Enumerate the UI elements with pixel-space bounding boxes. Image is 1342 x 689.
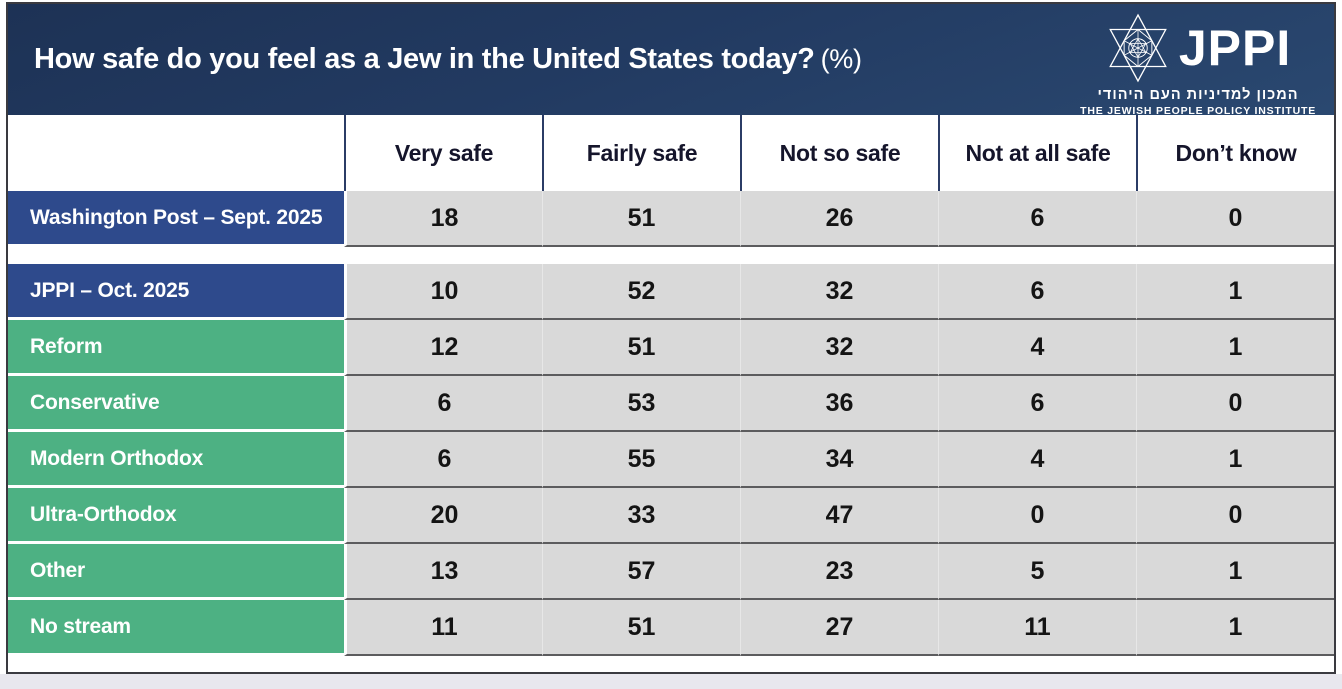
value-cell: 5 bbox=[938, 544, 1136, 600]
chart-title: How safe do you feel as a Jew in the Uni… bbox=[8, 43, 862, 76]
value-cell: 1 bbox=[1136, 544, 1334, 600]
row-label: Reform bbox=[8, 320, 344, 376]
group-gap bbox=[8, 247, 1334, 264]
value-cell: 4 bbox=[938, 432, 1136, 488]
chart-title-text: How safe do you feel as a Jew in the Uni… bbox=[34, 43, 815, 75]
survey-table-chart: How safe do you feel as a Jew in the Uni… bbox=[6, 2, 1336, 674]
value-cell: 0 bbox=[1136, 376, 1334, 432]
value-cell: 52 bbox=[542, 264, 740, 320]
row-label: Other bbox=[8, 544, 344, 600]
table-row: No stream 11 51 27 11 1 bbox=[8, 600, 1334, 656]
row-label: Modern Orthodox bbox=[8, 432, 344, 488]
value-cell: 27 bbox=[740, 600, 938, 656]
value-cell: 51 bbox=[542, 600, 740, 656]
value-cell: 32 bbox=[740, 264, 938, 320]
column-header: Very safe bbox=[344, 115, 542, 191]
value-cell: 1 bbox=[1136, 600, 1334, 656]
value-cell: 34 bbox=[740, 432, 938, 488]
table-row: Washington Post – Sept. 2025 18 51 26 6 0 bbox=[8, 191, 1334, 247]
page-background-strip bbox=[0, 674, 1342, 689]
value-cell: 47 bbox=[740, 488, 938, 544]
value-cell: 6 bbox=[938, 264, 1136, 320]
value-cell: 32 bbox=[740, 320, 938, 376]
value-cell: 11 bbox=[938, 600, 1136, 656]
value-cell: 11 bbox=[344, 600, 542, 656]
value-cell: 1 bbox=[1136, 320, 1334, 376]
logo-hebrew-tagline: המכון למדיניות העם היהודי bbox=[1097, 87, 1299, 103]
logo-wordmark: JPPI bbox=[1178, 20, 1292, 76]
row-label: JPPI – Oct. 2025 bbox=[8, 264, 344, 320]
value-cell: 53 bbox=[542, 376, 740, 432]
value-cell: 55 bbox=[542, 432, 740, 488]
value-cell: 33 bbox=[542, 488, 740, 544]
value-cell: 13 bbox=[344, 544, 542, 600]
corner-cell bbox=[8, 115, 344, 191]
jppi-logo: JPPI המכון למדיניות העם היהודי THE JEWIS… bbox=[1080, 12, 1316, 117]
column-header: Don’t know bbox=[1136, 115, 1334, 191]
value-cell: 4 bbox=[938, 320, 1136, 376]
value-cell: 0 bbox=[1136, 191, 1334, 247]
value-cell: 10 bbox=[344, 264, 542, 320]
table-row: Ultra-Orthodox 20 33 47 0 0 bbox=[8, 488, 1334, 544]
table-row: Reform 12 51 32 4 1 bbox=[8, 320, 1334, 376]
value-cell: 1 bbox=[1136, 264, 1334, 320]
table-row: Conservative 6 53 36 6 0 bbox=[8, 376, 1334, 432]
star-of-david-icon bbox=[1105, 12, 1171, 84]
value-cell: 0 bbox=[938, 488, 1136, 544]
value-cell: 12 bbox=[344, 320, 542, 376]
value-cell: 0 bbox=[1136, 488, 1334, 544]
row-label: Washington Post – Sept. 2025 bbox=[8, 191, 344, 247]
column-header: Fairly safe bbox=[542, 115, 740, 191]
bottom-strip bbox=[8, 656, 1334, 670]
value-cell: 23 bbox=[740, 544, 938, 600]
value-cell: 18 bbox=[344, 191, 542, 247]
value-cell: 6 bbox=[938, 191, 1136, 247]
value-cell: 26 bbox=[740, 191, 938, 247]
column-header: Not so safe bbox=[740, 115, 938, 191]
table-row: JPPI – Oct. 2025 10 52 32 6 1 bbox=[8, 264, 1334, 320]
table-row: Other 13 57 23 5 1 bbox=[8, 544, 1334, 600]
value-cell: 57 bbox=[542, 544, 740, 600]
title-bar: How safe do you feel as a Jew in the Uni… bbox=[8, 4, 1334, 117]
value-cell: 36 bbox=[740, 376, 938, 432]
column-header: Not at all safe bbox=[938, 115, 1136, 191]
row-label: No stream bbox=[8, 600, 344, 656]
value-cell: 51 bbox=[542, 191, 740, 247]
value-cell: 6 bbox=[344, 432, 542, 488]
table-body: Washington Post – Sept. 2025 18 51 26 6 0 JPPI… bbox=[8, 191, 1334, 656]
row-label: Conservative bbox=[8, 376, 344, 432]
row-label: Ultra-Orthodox bbox=[8, 488, 344, 544]
value-cell: 6 bbox=[344, 376, 542, 432]
column-header-row: Very safe Fairly safe Not so safe Not at al… bbox=[8, 115, 1334, 191]
value-cell: 20 bbox=[344, 488, 542, 544]
table-row: Modern Orthodox 6 55 34 4 1 bbox=[8, 432, 1334, 488]
value-cell: 51 bbox=[542, 320, 740, 376]
logo-english-tagline: THE JEWISH PEOPLE POLICY INSTITUTE bbox=[1080, 105, 1316, 117]
value-cell: 6 bbox=[938, 376, 1136, 432]
value-cell: 1 bbox=[1136, 432, 1334, 488]
jppi-logo-top: JPPI bbox=[1105, 12, 1291, 84]
chart-title-percent-suffix: (%) bbox=[820, 44, 862, 74]
